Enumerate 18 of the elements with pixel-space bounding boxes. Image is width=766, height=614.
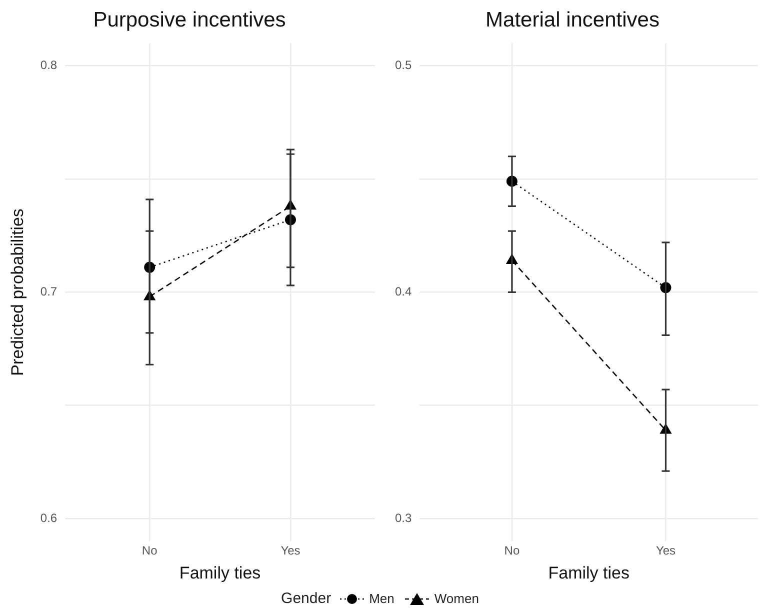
- y-tick-label: 0.5: [394, 58, 412, 72]
- legend-label: Men: [369, 591, 394, 606]
- x-tick-label: Yes: [280, 544, 300, 558]
- y-tick-label: 0.4: [394, 284, 412, 299]
- chart-title: Purposive incentives: [93, 8, 286, 32]
- y-tick-label: 0.3: [394, 510, 412, 525]
- y-tick-label: 0.8: [40, 58, 58, 72]
- x-tick-label: No: [142, 544, 158, 558]
- chart-title: Material incentives: [486, 8, 660, 32]
- legend-label: Women: [434, 591, 479, 606]
- x-tick-label: No: [504, 544, 520, 558]
- y-tick-label: 0.7: [40, 284, 58, 299]
- y-axis-title: Predicted probabilities: [8, 208, 27, 376]
- x-axis-title: Family ties: [179, 563, 261, 582]
- legend-title: Gender: [281, 590, 332, 607]
- x-tick-label: Yes: [656, 544, 676, 558]
- x-axis-title: Family ties: [548, 563, 630, 582]
- y-tick-label: 0.6: [40, 510, 58, 525]
